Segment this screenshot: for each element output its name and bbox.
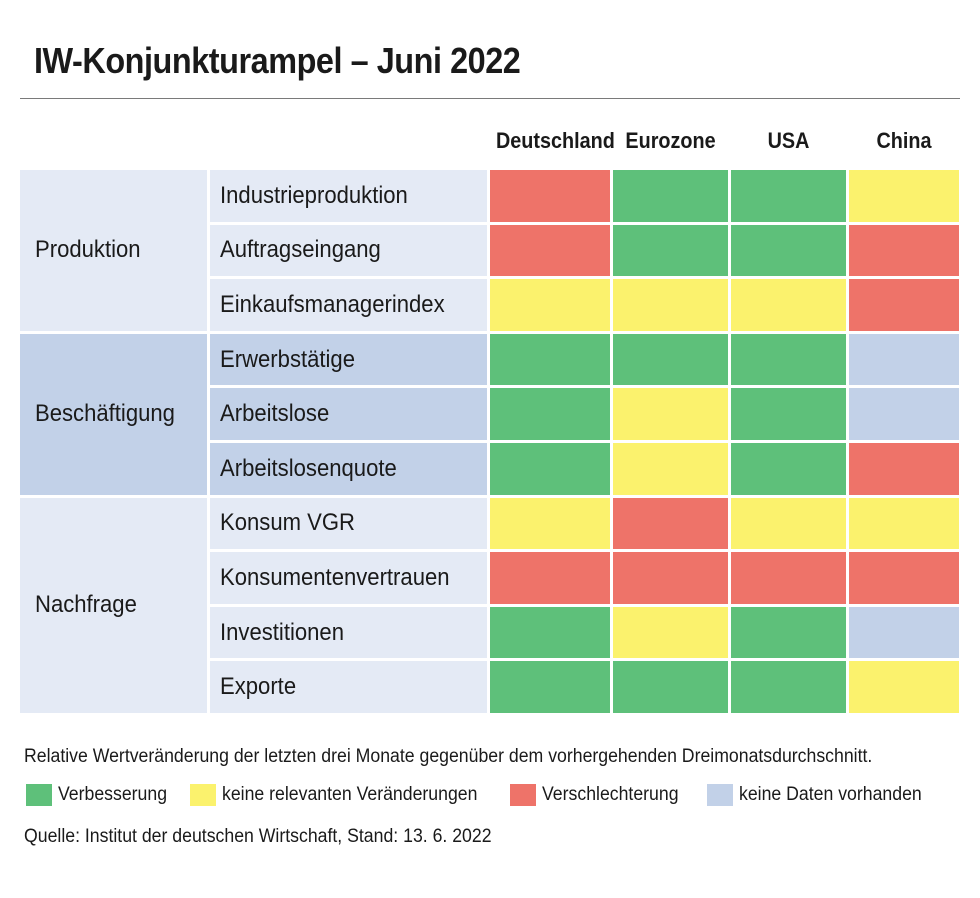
legend-label: Verbesserung bbox=[58, 784, 168, 805]
indicator-row-label: Konsum VGR bbox=[210, 497, 487, 550]
indicator-label: Konsum VGR bbox=[220, 509, 355, 537]
indicator-row-label: Erwerbstätige bbox=[210, 333, 487, 386]
column-header-usa: USA bbox=[767, 128, 810, 153]
legend-item-yellow: keine relevanten Veränderungen bbox=[190, 784, 497, 806]
status-cell-usa bbox=[731, 606, 846, 659]
indicator-row-label: Einkaufsmanagerindex bbox=[210, 279, 487, 331]
indicator-row-label: Investitionen bbox=[210, 606, 487, 659]
status-cell-china bbox=[849, 606, 959, 659]
indicator-label: Einkaufsmanagerindex bbox=[220, 290, 445, 318]
status-cell-eurozone bbox=[613, 661, 728, 713]
title-divider bbox=[20, 98, 960, 99]
column-header-deutschland: Deutschland bbox=[496, 128, 615, 153]
legend-item-blue: keine Daten vorhanden bbox=[707, 784, 935, 806]
indicator-label: Arbeitslose bbox=[220, 400, 330, 428]
legend-label: Verschlechterung bbox=[542, 784, 679, 805]
indicator-row-label: Industrieproduktion bbox=[210, 170, 487, 222]
indicator-label: Exporte bbox=[220, 673, 297, 701]
status-cell-eurozone bbox=[613, 606, 728, 659]
status-cell-eurozone bbox=[613, 552, 728, 604]
group-produktion: Produktion bbox=[20, 170, 207, 331]
status-cell-deutschland bbox=[490, 497, 610, 550]
status-cell-china bbox=[849, 443, 959, 495]
group-nachfrage: Nachfrage bbox=[20, 497, 207, 713]
status-cell-usa bbox=[731, 170, 846, 222]
status-cell-china bbox=[849, 552, 959, 604]
indicator-label: Konsumentenvertrauen bbox=[220, 563, 450, 591]
indicator-label: Investitionen bbox=[220, 618, 344, 646]
status-cell-usa bbox=[731, 497, 846, 550]
status-cell-eurozone bbox=[613, 388, 728, 440]
indicator-row-label: Arbeitslose bbox=[210, 388, 487, 440]
status-cell-usa bbox=[731, 333, 846, 386]
status-cell-deutschland bbox=[490, 606, 610, 659]
legend-swatch bbox=[190, 784, 216, 806]
group-label: Nachfrage bbox=[35, 591, 137, 619]
status-cell-eurozone bbox=[613, 333, 728, 386]
status-cell-usa bbox=[731, 279, 846, 331]
indicator-label: Erwerbstätige bbox=[220, 345, 355, 373]
column-header-eurozone: Eurozone bbox=[625, 128, 716, 153]
status-cell-usa bbox=[731, 661, 846, 713]
status-cell-deutschland bbox=[490, 661, 610, 713]
status-cell-usa bbox=[731, 224, 846, 277]
status-cell-deutschland bbox=[490, 279, 610, 331]
footnote: Relative Wertveränderung der letzten dre… bbox=[24, 746, 873, 767]
status-cell-deutschland bbox=[490, 333, 610, 386]
indicator-row-label: Exporte bbox=[210, 661, 487, 713]
status-cell-china bbox=[849, 388, 959, 440]
chart-title: IW-Konjunkturampel – Juni 2022 bbox=[34, 40, 521, 81]
legend-swatch bbox=[707, 784, 733, 806]
status-cell-deutschland bbox=[490, 224, 610, 277]
indicator-row-label: Konsumentenvertrauen bbox=[210, 552, 487, 604]
legend-item-green: Verbesserung bbox=[26, 784, 175, 806]
status-cell-eurozone bbox=[613, 279, 728, 331]
status-cell-eurozone bbox=[613, 497, 728, 550]
status-cell-usa bbox=[731, 552, 846, 604]
status-cell-deutschland bbox=[490, 443, 610, 495]
legend-swatch bbox=[26, 784, 52, 806]
status-cell-eurozone bbox=[613, 443, 728, 495]
group-beschäftigung: Beschäftigung bbox=[20, 333, 207, 495]
status-cell-china bbox=[849, 170, 959, 222]
status-cell-china bbox=[849, 661, 959, 713]
indicator-label: Auftragseingang bbox=[220, 236, 381, 264]
status-cell-eurozone bbox=[613, 170, 728, 222]
status-cell-china bbox=[849, 279, 959, 331]
status-cell-deutschland bbox=[490, 170, 610, 222]
status-cell-eurozone bbox=[613, 224, 728, 277]
status-cell-deutschland bbox=[490, 552, 610, 604]
legend-item-red: Verschlechterung bbox=[510, 784, 689, 806]
column-header-china: China bbox=[876, 128, 932, 153]
indicator-label: Industrieproduktion bbox=[220, 181, 408, 209]
status-cell-china bbox=[849, 497, 959, 550]
status-cell-china bbox=[849, 224, 959, 277]
group-label: Beschäftigung bbox=[35, 400, 175, 428]
indicator-row-label: Arbeitslosenquote bbox=[210, 443, 487, 495]
legend-swatch bbox=[510, 784, 536, 806]
indicator-row-label: Auftragseingang bbox=[210, 224, 487, 277]
status-cell-usa bbox=[731, 388, 846, 440]
source-note: Quelle: Institut der deutschen Wirtschaf… bbox=[24, 826, 492, 847]
legend-label: keine Daten vorhanden bbox=[739, 784, 922, 805]
indicator-label: Arbeitslosenquote bbox=[220, 454, 397, 482]
status-cell-usa bbox=[731, 443, 846, 495]
status-cell-deutschland bbox=[490, 388, 610, 440]
legend-label: keine relevanten Veränderungen bbox=[222, 784, 478, 805]
group-label: Produktion bbox=[35, 236, 141, 264]
status-cell-china bbox=[849, 333, 959, 386]
